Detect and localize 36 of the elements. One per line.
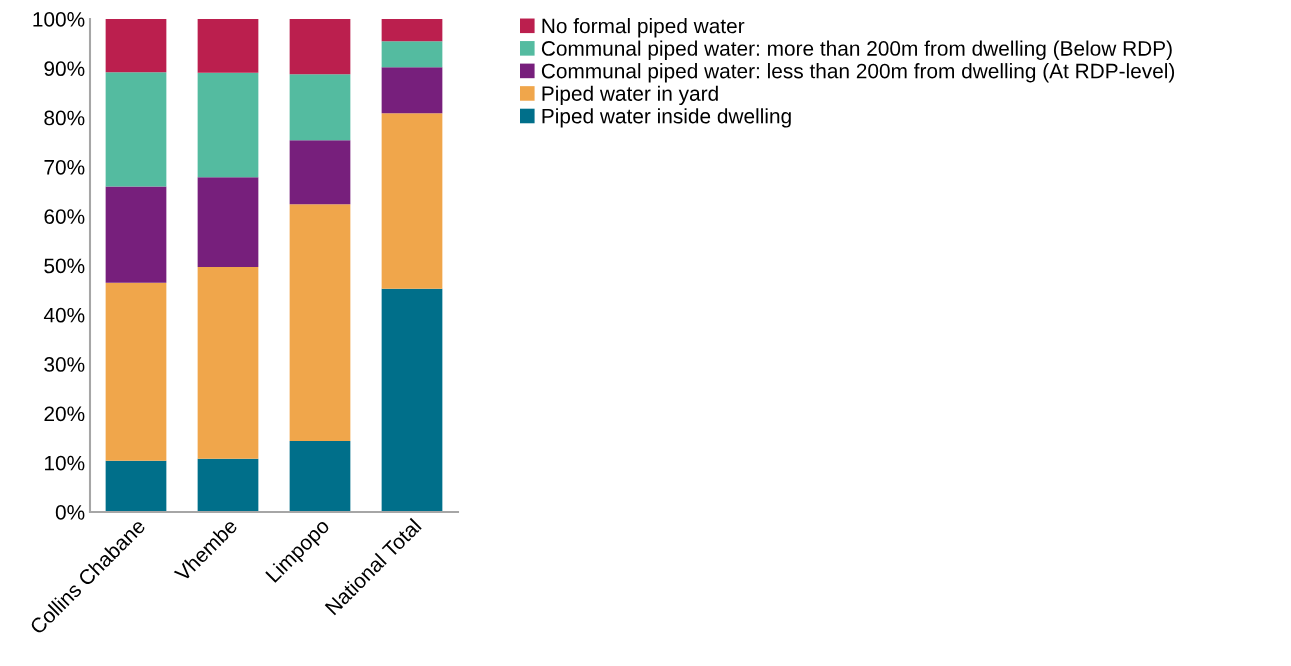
bar	[197, 177, 259, 267]
bar	[381, 41, 443, 68]
y-tick-label: 0%	[55, 505, 85, 520]
legend-label: Piped water inside dwelling	[542, 108, 791, 128]
legend-label: Communal piped water: less than 200m from dwelling (At RDP-level)	[541, 63, 1175, 83]
bar	[197, 72, 259, 178]
bar	[289, 204, 351, 442]
y-tick-label: 80%	[44, 110, 85, 126]
bar	[197, 266, 259, 459]
bar	[289, 74, 351, 141]
y-tick-label: 10%	[45, 455, 85, 471]
y-tick-label: 60%	[44, 209, 85, 224]
bar	[105, 19, 167, 73]
bar	[381, 113, 443, 289]
y-tick-label: 30%	[44, 357, 85, 372]
bar	[105, 186, 167, 283]
legend-label: Communal piped water: more than 200m from dwelling (Below RDP)	[541, 40, 1172, 60]
bar	[381, 67, 443, 114]
legend-label: Piped water in yard	[542, 85, 718, 106]
bar	[105, 72, 167, 187]
bar	[381, 288, 443, 512]
y-tick-label: 40%	[43, 307, 85, 323]
bar	[381, 19, 443, 42]
y-tick-label: 70%	[44, 159, 85, 175]
bar	[105, 282, 167, 461]
y-tick-label: 100%	[33, 12, 85, 27]
bar	[289, 140, 351, 205]
bar	[289, 441, 351, 512]
bar	[197, 19, 259, 73]
y-tick-label: 50%	[44, 258, 85, 274]
legend-label: No formal piped water	[542, 18, 745, 38]
y-tick-label: 20%	[44, 406, 85, 422]
y-tick-label: 90%	[44, 61, 85, 77]
bar	[105, 460, 167, 512]
bar	[289, 19, 351, 75]
bar	[197, 458, 259, 512]
